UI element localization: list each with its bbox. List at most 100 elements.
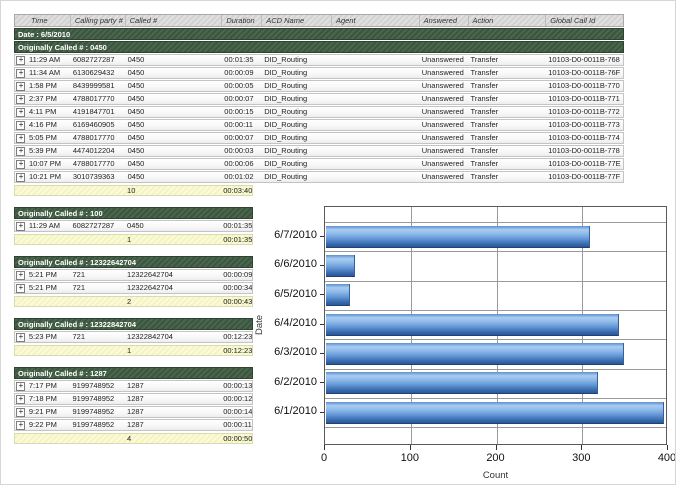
expand-plus-icon[interactable]: +: [16, 55, 26, 65]
horizontal-gridline: [325, 339, 666, 341]
called-number-cell: 0450: [127, 81, 145, 90]
call-row: +5:21 PM 721 12322642704 00:00:09: [14, 269, 253, 281]
group-summary-row: 1 00:01:35: [14, 234, 253, 245]
bar-6-3-2010[interactable]: [326, 342, 625, 365]
y-tick-label: 6/5/2010: [274, 287, 317, 300]
expand-cell: +: [15, 133, 27, 143]
expand-plus-icon[interactable]: +: [16, 81, 26, 91]
time-cell: 4:11 PM: [28, 107, 57, 116]
expand-plus-icon[interactable]: +: [16, 283, 26, 293]
called-number-cell: 0450: [127, 68, 145, 77]
answered-cell: Unanswered: [421, 81, 464, 90]
chart-plot-area: [324, 206, 667, 445]
bar-6-6-2010[interactable]: [326, 254, 356, 277]
summary-call-count: 1: [127, 234, 132, 244]
bar-6-2-2010[interactable]: [326, 372, 598, 395]
x-tick-mark: [581, 445, 583, 450]
time-cell: 5:05 PM: [28, 133, 57, 142]
call-row: +7:18 PM 9199748952 1287 00:00:12: [14, 393, 253, 405]
horizontal-gridline: [325, 427, 666, 429]
called-number-cell: 0450: [127, 55, 145, 64]
expand-plus-icon[interactable]: +: [16, 146, 26, 156]
duration-cell: 00:01:35: [224, 55, 254, 64]
call-group: Originally Called # : 100 +11:29 AM 608272…: [14, 207, 624, 245]
y-tick-mark: [320, 323, 324, 325]
expand-plus-icon[interactable]: +: [16, 94, 26, 104]
summary-total-duration: 00:12:23: [223, 345, 252, 355]
expand-plus-icon[interactable]: +: [16, 159, 26, 169]
expand-plus-icon[interactable]: +: [16, 133, 26, 143]
summary-call-count: 2: [127, 296, 132, 306]
expand-plus-icon[interactable]: +: [16, 68, 26, 78]
x-tick-mark: [409, 445, 411, 450]
column-header-acd: ACD Name: [262, 15, 332, 26]
bar-6-1-2010[interactable]: [326, 401, 664, 424]
duration-cell: 00:00:05: [224, 81, 254, 90]
table-header-row: Time Calling party # Called # Duration ACD N…: [14, 14, 624, 27]
horizontal-gridline: [325, 368, 666, 370]
call-row: +4:11 PM 4191847701 0450 00:00:15 DID_Routin…: [14, 106, 624, 118]
time-cell: 7:18 PM: [28, 394, 57, 403]
global-call-id-cell: 10103-D0-0011B-77F: [548, 172, 621, 181]
y-tick-mark: [320, 235, 324, 237]
time-cell: 11:29 AM: [28, 55, 61, 64]
expand-plus-icon[interactable]: +: [16, 381, 26, 391]
bar-6-5-2010[interactable]: [326, 284, 350, 307]
calling-party-cell: 9199748952: [72, 420, 115, 429]
expand-plus-icon[interactable]: +: [16, 420, 26, 430]
global-call-id-cell: 10103-D0-0011B-773: [548, 120, 620, 129]
action-cell: Transfer: [470, 55, 499, 64]
y-tick-mark: [320, 352, 324, 354]
duration-cell: 00:00:15: [224, 107, 254, 116]
column-header-calling: Calling party #: [71, 15, 126, 26]
duration-cell: 00:00:09: [224, 68, 254, 77]
column-header-gcid: Global Call Id: [550, 16, 596, 25]
acd-name-cell: DID_Routing: [264, 68, 308, 77]
summary-call-count: 1: [127, 345, 132, 355]
global-call-id-cell: 10103-D0-0011B-771: [548, 94, 620, 103]
action-cell: Transfer: [470, 172, 499, 181]
duration-cell: 00:00:13: [223, 381, 252, 390]
date-group-band: Date : 6/5/2010: [14, 28, 624, 40]
call-group: Originally Called # : 0450 +11:29 AM 60827…: [14, 41, 624, 196]
calling-party-cell: 8439999581: [72, 81, 115, 90]
duration-cell: 00:00:12: [223, 394, 252, 403]
answered-cell: Unanswered: [421, 68, 464, 77]
calling-party-cell: 4788017770: [72, 159, 115, 168]
summary-total-duration: 00:00:43: [223, 296, 252, 306]
duration-cell: 00:00:03: [224, 146, 254, 155]
summary-total-duration: 00:03:40: [223, 185, 252, 195]
horizontal-gridline: [325, 309, 666, 311]
group-summary-row: 4 00:00:50: [14, 433, 253, 444]
expand-plus-icon[interactable]: +: [16, 394, 26, 404]
horizontal-gridline: [325, 222, 666, 223]
action-cell: Transfer: [470, 159, 499, 168]
global-call-id-cell: 10103-D0-0011B-770: [548, 81, 620, 90]
duration-cell: 00:00:11: [223, 420, 252, 429]
x-tick-mark: [324, 445, 325, 450]
call-row: +1:58 PM 8439999581 0450 00:00:05 DID_Routin…: [14, 80, 624, 92]
expand-plus-icon[interactable]: +: [16, 120, 26, 130]
duration-cell: 00:00:07: [224, 94, 254, 103]
y-tick-label: 6/4/2010: [274, 317, 317, 330]
y-tick-label: 6/3/2010: [274, 346, 317, 359]
expand-plus-icon[interactable]: +: [16, 221, 26, 231]
calling-party-cell: 6169460905: [72, 120, 115, 129]
called-number-cell: 0450: [127, 159, 145, 168]
time-cell: 9:22 PM: [28, 420, 57, 429]
bar-6-7-2010[interactable]: [326, 225, 591, 248]
expand-plus-icon[interactable]: +: [16, 270, 26, 280]
group-summary-row: 2 00:00:43: [14, 296, 253, 307]
expand-cell: +: [15, 94, 27, 104]
calls-by-date-chart: Date 6/7/2010 6/6/2010 6/5/2010 6/4/2010 6/3…: [251, 201, 675, 484]
expand-cell: +: [15, 221, 27, 231]
bar-6-4-2010[interactable]: [326, 313, 620, 336]
expand-plus-icon[interactable]: +: [16, 332, 26, 342]
calling-party-cell: 6082727287: [72, 221, 115, 230]
expand-plus-icon[interactable]: +: [16, 107, 26, 117]
group-header-label: Originally Called # : 100: [18, 209, 103, 218]
expand-plus-icon[interactable]: +: [16, 407, 26, 417]
call-row: +9:21 PM 9199748952 1287 00:00:14: [14, 406, 253, 418]
x-tick-mark: [495, 445, 497, 450]
expand-plus-icon[interactable]: +: [16, 172, 26, 182]
